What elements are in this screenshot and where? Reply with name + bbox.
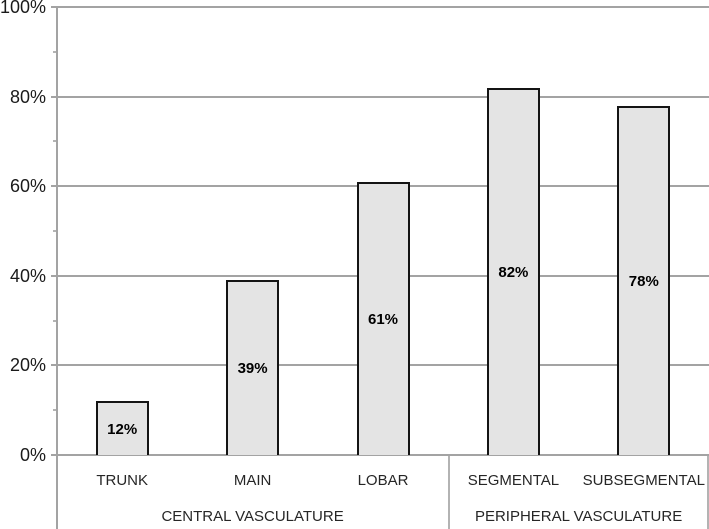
y-axis-major-tick <box>51 364 57 367</box>
category-label-trunk: TRUNK <box>96 472 149 489</box>
group-label-central-vasculature: CENTRAL VASCULATURE <box>161 508 344 525</box>
y-axis-major-tick <box>51 95 57 98</box>
bar-segmental: 82% <box>486 87 540 455</box>
y-axis-major-tick <box>51 185 57 188</box>
bar-lobar: 61% <box>356 181 410 455</box>
group-separator-line <box>448 456 451 529</box>
gridline <box>57 95 709 98</box>
y-axis-tick-label: 40% <box>9 265 46 286</box>
group-label-peripheral-vasculature: PERIPHERAL VASCULATURE <box>474 508 683 525</box>
y-axis-tick-label: 100% <box>0 0 47 17</box>
category-label-segmental: SEGMENTAL <box>467 472 560 489</box>
bar-data-label: 78% <box>628 272 659 290</box>
y-axis-minor-tick <box>53 50 57 53</box>
y-axis-tick-label: 60% <box>9 176 46 197</box>
y-axis-tick-label: 0% <box>19 445 46 465</box>
bar-subsegmental: 78% <box>617 105 671 455</box>
bar-data-label: 82% <box>498 263 529 281</box>
category-label-lobar: LOBAR <box>357 472 409 489</box>
gridline <box>57 6 709 8</box>
y-axis-major-tick <box>51 6 57 8</box>
category-label-main: MAIN <box>233 472 272 489</box>
y-axis-tick-label: 80% <box>9 86 46 107</box>
y-axis-line <box>56 7 58 529</box>
bar-trunk: 12% <box>95 401 149 455</box>
bar-data-label: 39% <box>237 360 268 378</box>
category-label-subsegmental: SUBSEGMENTAL <box>582 472 705 489</box>
x-axis-line <box>51 454 709 456</box>
group-separator-line <box>707 456 709 529</box>
y-axis-minor-tick <box>53 319 57 322</box>
y-axis-major-tick <box>51 274 57 277</box>
y-axis-minor-tick <box>53 140 57 143</box>
y-axis-tick-label: 20% <box>9 355 46 376</box>
bar-main: 39% <box>226 280 280 455</box>
y-axis-minor-tick <box>53 230 57 232</box>
bar-data-label: 12% <box>107 420 138 438</box>
y-axis-minor-tick <box>53 409 57 412</box>
bar-data-label: 61% <box>367 310 399 328</box>
